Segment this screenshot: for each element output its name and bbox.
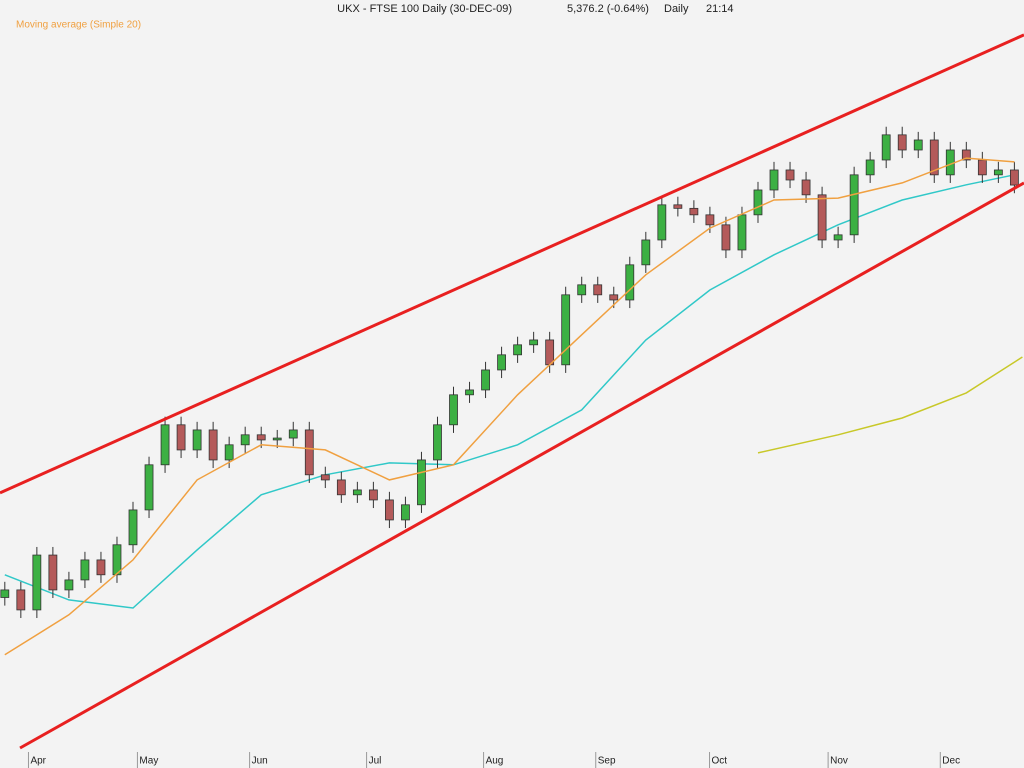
candle-body [977, 159, 987, 176]
candle-body [288, 429, 298, 439]
candle-body [80, 559, 90, 581]
channel-line [19, 181, 1024, 750]
candle-body [304, 429, 314, 476]
candle-body [497, 354, 506, 371]
period: Daily [664, 3, 689, 15]
candle-body [849, 174, 859, 236]
legend-entry: Moving average (Simple 20) [16, 20, 141, 31]
candle-body [208, 429, 218, 461]
candle-body [433, 424, 442, 461]
x-tick-label: Nov [830, 756, 848, 767]
candle-body [897, 134, 907, 151]
candle-body [785, 169, 795, 181]
candle-body [176, 424, 186, 451]
ma-line [4, 157, 1015, 656]
candle-body [144, 464, 154, 511]
candle-body [657, 204, 667, 241]
x-tick-label: Dec [942, 756, 960, 767]
candle-body [929, 139, 939, 176]
x-tick-label: Sep [598, 756, 616, 767]
candle-body [913, 139, 923, 151]
candle-body [368, 489, 378, 501]
candle-body [641, 239, 651, 266]
candle-body [769, 169, 779, 191]
candle-body [993, 169, 1003, 176]
candle-body [817, 194, 827, 241]
ma-line [4, 174, 1015, 609]
candle-body [1009, 169, 1019, 186]
candle-body [481, 369, 490, 391]
candle-body [32, 554, 42, 611]
candle-body [240, 434, 250, 446]
candle-body [753, 189, 763, 216]
candle-body [112, 544, 122, 576]
candle-body [449, 394, 458, 426]
candle-body [881, 134, 891, 161]
ma-line [757, 356, 1023, 454]
candle-body [625, 264, 635, 301]
candle-body [336, 479, 346, 496]
candle-body [48, 554, 58, 591]
x-tick-label: May [139, 756, 158, 767]
x-tick-label: Aug [486, 756, 504, 767]
time: 21:14 [706, 3, 734, 15]
candle-body [417, 459, 426, 506]
candle-body [64, 579, 74, 591]
candle-body [192, 429, 202, 451]
candle-body [224, 444, 234, 461]
candle-body [320, 474, 330, 481]
candle-body [865, 159, 875, 176]
candle-body [721, 224, 731, 251]
candle-body [16, 589, 26, 611]
x-tick-label: Apr [30, 756, 46, 767]
candle-body [801, 179, 811, 196]
candle-body [673, 204, 683, 209]
x-tick-label: Jul [369, 756, 382, 767]
channel-line [0, 33, 1024, 495]
candle-body [352, 489, 362, 496]
candle-body [577, 284, 587, 296]
candle-body [401, 504, 410, 521]
candle-body [737, 214, 747, 251]
candle-body [961, 149, 971, 161]
x-tick-label: Oct [712, 756, 728, 767]
candle-body [272, 437, 282, 441]
candle-body [545, 339, 555, 366]
chart-title: UKX - FTSE 100 Daily (30-DEC-09) [337, 3, 512, 15]
candle-body [561, 294, 571, 366]
candle-body [96, 559, 106, 576]
candle-body [833, 234, 843, 241]
candle-body [160, 424, 170, 466]
candle-body [0, 589, 10, 598]
candle-body [128, 509, 138, 546]
candle-body [513, 344, 523, 356]
last-price: 5,376.2 (-0.64%) [567, 3, 649, 15]
candle-body [705, 214, 715, 226]
candle-body [609, 294, 619, 301]
candle-body [593, 284, 603, 296]
candle-body [256, 434, 266, 441]
x-tick-label: Jun [252, 756, 268, 767]
candle-body [529, 339, 539, 346]
candle-body [689, 207, 699, 216]
candle-body [465, 389, 474, 396]
candle-body [385, 499, 394, 521]
